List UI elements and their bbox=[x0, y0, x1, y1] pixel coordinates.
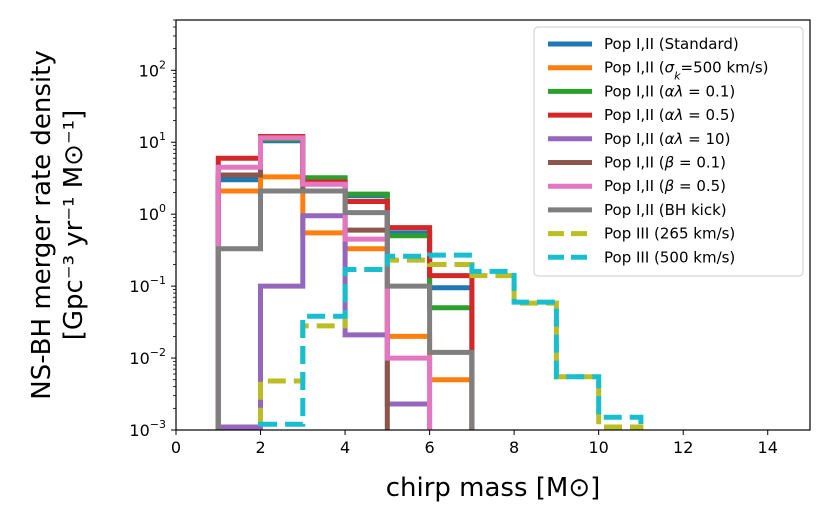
x-tick-label: 0 bbox=[171, 438, 181, 457]
x-tick-label: 8 bbox=[509, 438, 519, 457]
legend: Pop I,II (Standard) Pop I,II (σk=500 km/s… bbox=[533, 26, 804, 277]
x-tick-label: 2 bbox=[255, 438, 265, 457]
y-tick-label: 101 bbox=[139, 130, 166, 152]
x-tick-label: 10 bbox=[588, 438, 608, 457]
series-line-5 bbox=[215, 213, 433, 430]
y-tick-label: 10−2 bbox=[129, 346, 166, 368]
series-layer bbox=[215, 134, 644, 430]
legend-label: Pop III (265 km/s) bbox=[604, 225, 735, 243]
series-line-8 bbox=[215, 188, 475, 430]
y-tick-label: 10−1 bbox=[129, 274, 166, 296]
y-axis-label-line1: NS-BH merger rate density bbox=[27, 50, 57, 399]
x-tick-label: 4 bbox=[340, 438, 350, 457]
legend-label: Pop I,II (σk=500 km/s) bbox=[604, 59, 769, 83]
y-axis-label: NS-BH merger rate density [Gpc⁻³ yr⁻¹ M⊙… bbox=[27, 50, 89, 399]
legend-label: Pop I,II (BH kick) bbox=[604, 201, 727, 219]
legend-label: Pop I,II (αλ = 10) bbox=[604, 130, 730, 148]
x-tick-label: 6 bbox=[425, 438, 435, 457]
y-tick-label: 10−3 bbox=[129, 418, 166, 440]
x-axis: 0 2 4 6 8 10 12 14 bbox=[171, 430, 778, 457]
series-line-9 bbox=[258, 257, 644, 430]
series-line-7 bbox=[215, 135, 433, 430]
y-axis: 10−3 10−2 10−1 100 101 102 bbox=[129, 19, 176, 440]
y-tick-label: 102 bbox=[139, 58, 166, 80]
legend-label: Pop III (500 km/s) bbox=[604, 248, 735, 266]
x-axis-label: chirp mass [M⊙] bbox=[386, 473, 601, 503]
y-tick-label: 100 bbox=[139, 202, 166, 224]
series-line-10 bbox=[258, 252, 644, 430]
x-tick-label: 12 bbox=[673, 438, 693, 457]
legend-label: Pop I,II (β = 0.1) bbox=[604, 154, 726, 172]
legend-label: Pop I,II (β = 0.5) bbox=[604, 177, 726, 195]
legend-label: Pop I,II (Standard) bbox=[604, 35, 739, 53]
x-tick-label: 14 bbox=[758, 438, 778, 457]
legend-box bbox=[533, 26, 804, 277]
legend-label: Pop I,II (αλ = 0.1) bbox=[604, 82, 735, 100]
legend-label: Pop I,II (αλ = 0.5) bbox=[604, 106, 735, 124]
y-axis-label-line2: [Gpc⁻³ yr⁻¹ M⊙⁻¹] bbox=[59, 110, 89, 341]
